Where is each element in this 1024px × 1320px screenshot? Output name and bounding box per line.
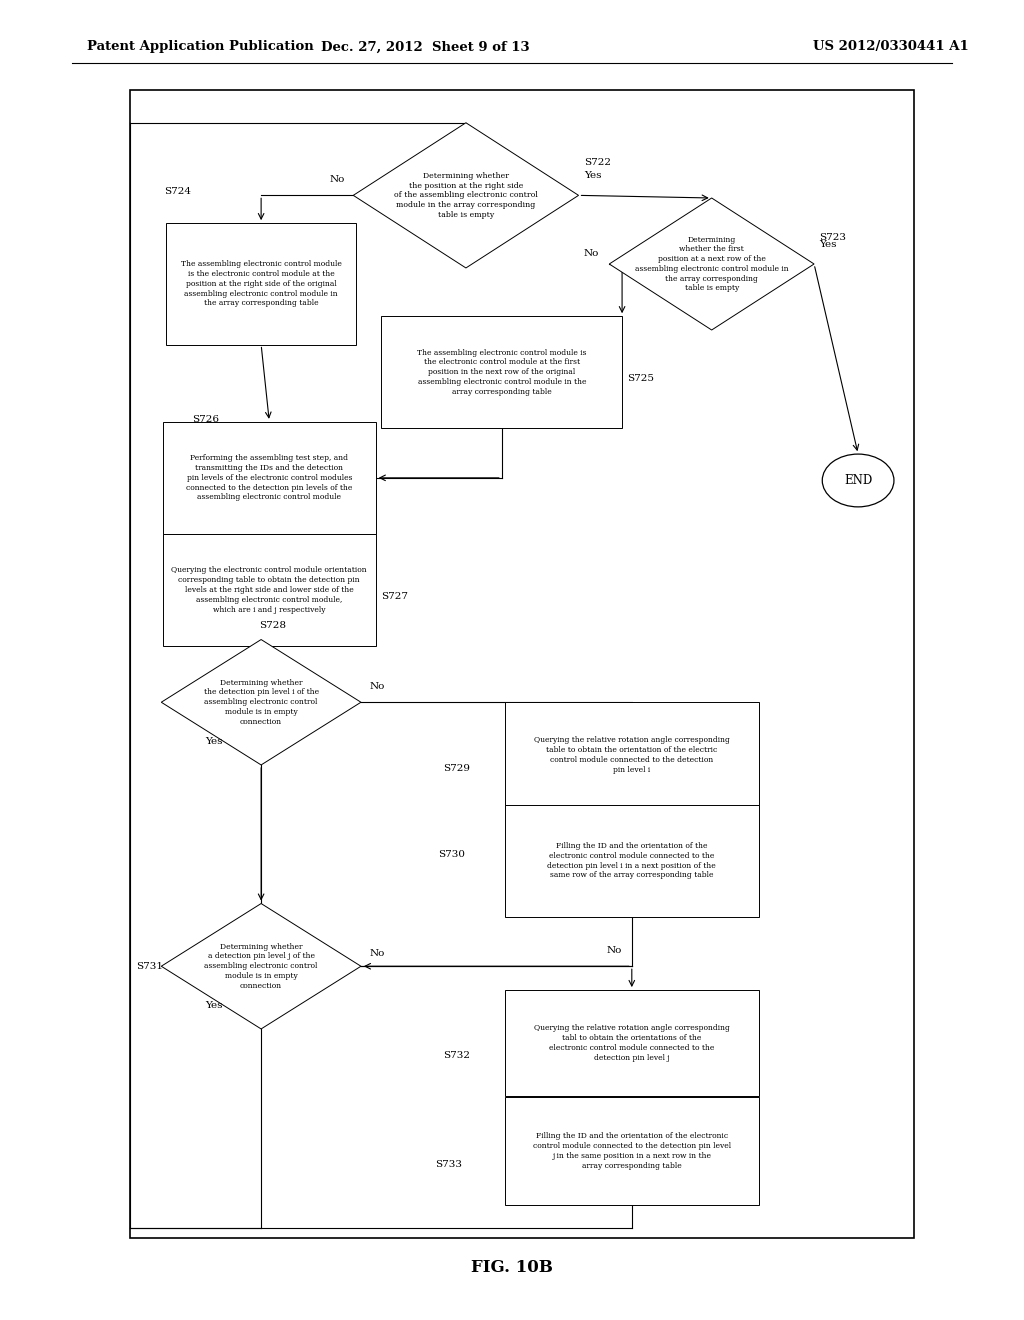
FancyBboxPatch shape <box>505 702 759 808</box>
Text: S723: S723 <box>819 234 846 242</box>
Text: Performing the assembling test step, and
transmitting the IDs and the detection
: Performing the assembling test step, and… <box>186 454 352 502</box>
Text: The assembling electronic control module is
the electronic control module at the: The assembling electronic control module… <box>417 348 587 396</box>
Text: S729: S729 <box>443 764 470 772</box>
Text: Querying the relative rotation angle corresponding
table to obtain the orientati: Querying the relative rotation angle cor… <box>534 737 730 774</box>
Text: S731: S731 <box>136 962 163 970</box>
Text: S724: S724 <box>164 187 190 195</box>
Text: No: No <box>606 946 622 954</box>
Text: Determining
whether the first
position at a next row of the
assembling electroni: Determining whether the first position a… <box>635 235 788 293</box>
Text: The assembling electronic control module
is the electronic control module at the: The assembling electronic control module… <box>180 260 342 308</box>
Text: Querying the electronic control module orientation
corresponding table to obtain: Querying the electronic control module o… <box>171 566 368 614</box>
Text: S728: S728 <box>259 622 286 630</box>
FancyBboxPatch shape <box>166 223 356 345</box>
Text: S730: S730 <box>438 850 465 858</box>
Text: Yes: Yes <box>819 240 837 248</box>
Text: Dec. 27, 2012  Sheet 9 of 13: Dec. 27, 2012 Sheet 9 of 13 <box>321 41 529 53</box>
Text: FIG. 10B: FIG. 10B <box>471 1259 553 1275</box>
Polygon shape <box>162 903 361 1030</box>
Text: No: No <box>370 949 385 957</box>
Text: Determining whether
the position at the right side
of the assembling electronic : Determining whether the position at the … <box>394 172 538 219</box>
Text: Patent Application Publication: Patent Application Publication <box>87 41 313 53</box>
FancyBboxPatch shape <box>505 804 759 916</box>
Text: Yes: Yes <box>584 172 601 180</box>
Text: US 2012/0330441 A1: US 2012/0330441 A1 <box>813 41 969 53</box>
Text: Yes: Yes <box>205 1002 222 1010</box>
Text: S733: S733 <box>435 1160 462 1168</box>
FancyBboxPatch shape <box>130 90 914 1238</box>
FancyBboxPatch shape <box>505 1097 759 1205</box>
FancyBboxPatch shape <box>163 533 376 645</box>
Text: Determining whether
a detection pin level j of the
assembling electronic control: Determining whether a detection pin leve… <box>205 942 317 990</box>
Text: Determining whether
the detection pin level i of the
assembling electronic contr: Determining whether the detection pin le… <box>204 678 318 726</box>
Text: Filling the ID and the orientation of the
electronic control module connected to: Filling the ID and the orientation of th… <box>548 842 716 879</box>
Text: No: No <box>584 249 599 257</box>
Text: Yes: Yes <box>205 738 222 746</box>
Text: S722: S722 <box>584 158 610 166</box>
Text: S725: S725 <box>627 375 654 383</box>
FancyBboxPatch shape <box>163 422 376 533</box>
FancyBboxPatch shape <box>505 990 759 1096</box>
Polygon shape <box>609 198 814 330</box>
Text: Querying the relative rotation angle corresponding
tabl to obtain the orientatio: Querying the relative rotation angle cor… <box>534 1024 730 1061</box>
Ellipse shape <box>822 454 894 507</box>
Text: S726: S726 <box>193 416 219 424</box>
Polygon shape <box>162 639 361 764</box>
Text: Filling the ID and the orientation of the electronic
control module connected to: Filling the ID and the orientation of th… <box>532 1133 731 1170</box>
Text: S732: S732 <box>443 1052 470 1060</box>
Text: S727: S727 <box>381 593 408 601</box>
Text: No: No <box>330 176 345 183</box>
Text: END: END <box>844 474 872 487</box>
FancyBboxPatch shape <box>381 317 622 428</box>
Polygon shape <box>353 123 579 268</box>
Text: No: No <box>370 682 385 690</box>
